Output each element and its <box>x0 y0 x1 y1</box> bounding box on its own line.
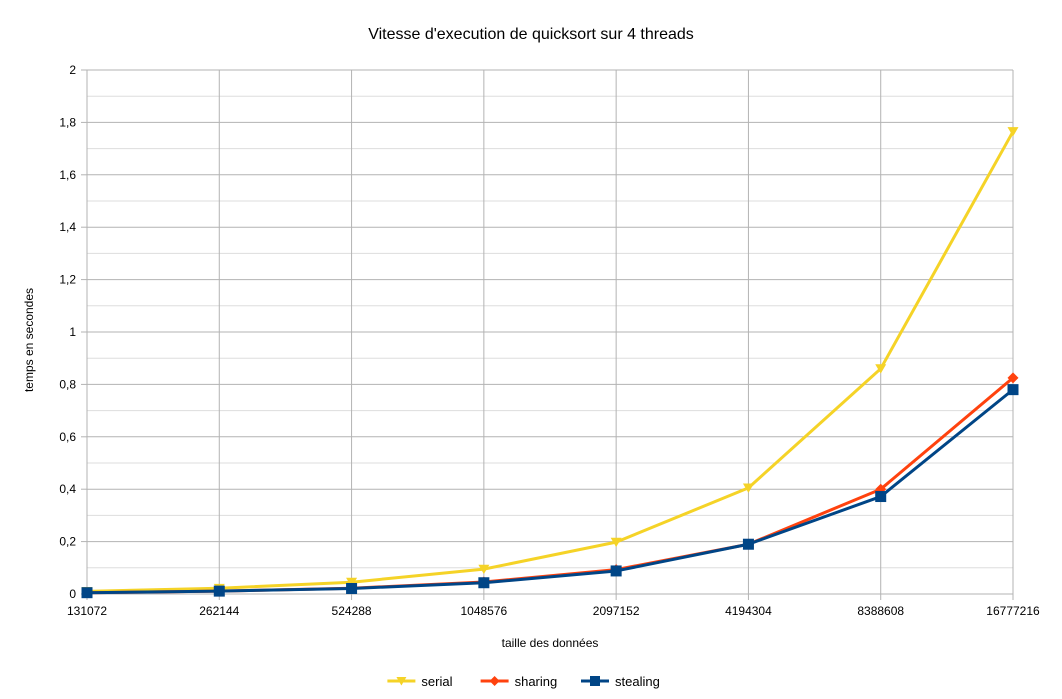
y-tick-label: 1,2 <box>59 273 76 287</box>
x-tick-label: 8388608 <box>857 604 904 618</box>
data-point <box>478 577 490 589</box>
series-line <box>86 388 1014 595</box>
data-point <box>742 483 754 493</box>
series-serial <box>81 127 1019 597</box>
data-point <box>590 676 600 686</box>
series-line <box>86 130 1015 593</box>
data-point <box>1007 384 1019 396</box>
y-tick-label: 0,2 <box>59 535 76 549</box>
data-point <box>213 585 225 597</box>
data-point <box>346 582 358 594</box>
legend-item-stealing: stealing <box>581 674 660 689</box>
data-point <box>875 364 887 374</box>
chart-title: Vitesse d'execution de quicksort sur 4 t… <box>368 26 694 43</box>
x-tick-label: 2097152 <box>593 604 640 618</box>
y-tick-label: 0,8 <box>59 377 76 391</box>
series-sharing <box>81 372 1019 599</box>
x-axis-ticks: 131072 262144 524288 1048576 2097152 4194304 8… <box>67 594 1040 618</box>
legend-label: serial <box>421 674 452 689</box>
legend-item-sharing: sharing <box>480 674 558 689</box>
data-point <box>396 677 407 686</box>
data-point <box>478 564 490 575</box>
y-axis-title: temps en secondes <box>22 288 36 392</box>
series-group <box>81 127 1019 599</box>
y-axis-ticks: 0 0,2 0,4 0,6 0,8 1 1,2 1,4 1,6 1,8 2 <box>59 63 87 601</box>
legend-label: stealing <box>615 674 660 689</box>
x-tick-label: 4194304 <box>725 604 772 618</box>
series-line <box>86 376 1014 595</box>
y-tick-label: 1,8 <box>59 115 76 129</box>
x-tick-label: 262144 <box>199 604 239 618</box>
y-tick-label: 0 <box>69 587 76 601</box>
y-tick-label: 1,4 <box>59 220 76 234</box>
series-stealing <box>81 384 1019 599</box>
legend: serial sharing stealing <box>387 674 660 689</box>
y-tick-label: 1,6 <box>59 168 76 182</box>
gridlines <box>86 69 1014 595</box>
y-tick-label: 2 <box>69 63 76 77</box>
legend-label: sharing <box>515 674 558 689</box>
x-tick-label: 131072 <box>67 604 107 618</box>
x-tick-label: 1048576 <box>460 604 507 618</box>
data-point <box>489 676 500 686</box>
y-tick-label: 0,6 <box>59 430 76 444</box>
data-point <box>610 537 622 548</box>
x-axis-title: taille des données <box>502 636 599 650</box>
data-point <box>346 577 358 588</box>
data-point <box>610 565 622 577</box>
data-point <box>742 538 754 550</box>
y-tick-label: 1 <box>69 325 76 339</box>
y-tick-label: 0,4 <box>59 482 76 496</box>
x-tick-label: 16777216 <box>986 604 1040 618</box>
data-point <box>1007 372 1019 384</box>
data-point <box>1007 127 1019 137</box>
legend-item-serial: serial <box>387 674 453 689</box>
data-point <box>81 587 93 599</box>
data-point <box>875 491 887 503</box>
x-tick-label: 524288 <box>332 604 372 618</box>
